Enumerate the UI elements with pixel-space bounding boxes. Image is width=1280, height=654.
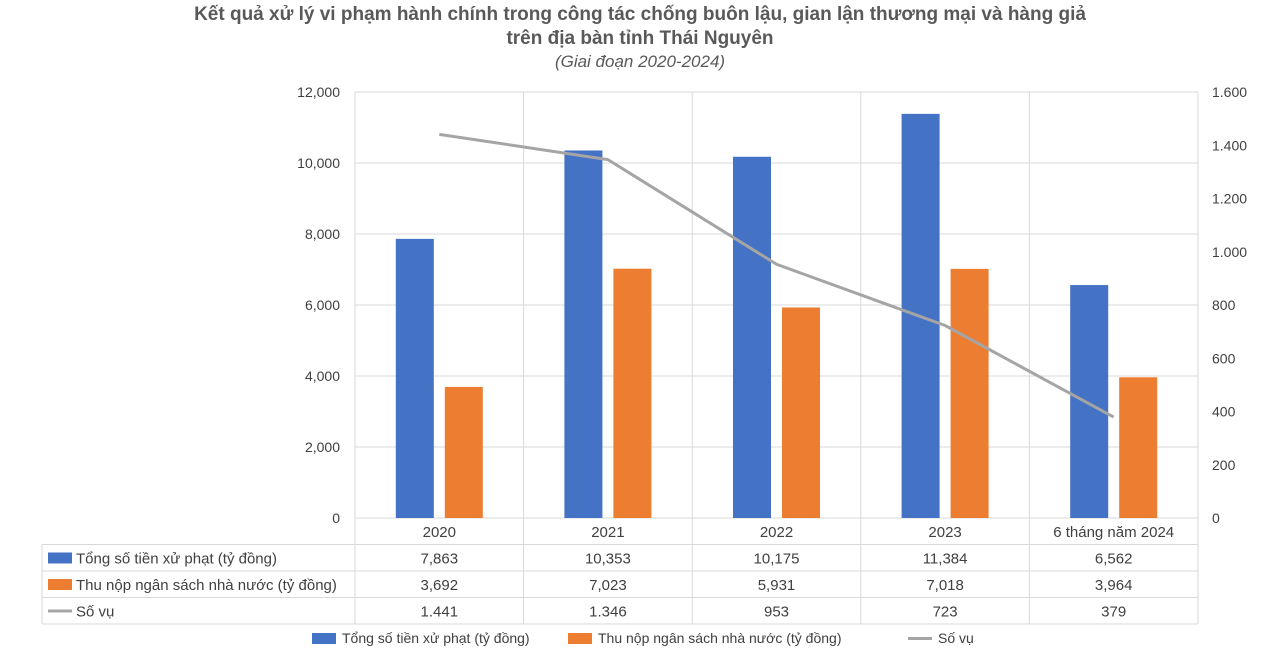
bar bbox=[613, 268, 652, 518]
table-cell-value: 379 bbox=[1101, 604, 1126, 621]
table-cell-value: 6,562 bbox=[1095, 551, 1133, 568]
table-cell-value: 3,692 bbox=[421, 577, 459, 594]
legend-label: Tổng số tiền xử phạt (tỷ đồng) bbox=[342, 630, 530, 646]
table-cell-value: 953 bbox=[764, 604, 789, 621]
y-right-tick-label: 1.000 bbox=[1212, 244, 1247, 260]
table-cell-value: 7,863 bbox=[421, 551, 459, 568]
x-tick-label: 2022 bbox=[760, 524, 793, 541]
bar bbox=[564, 150, 603, 518]
legend-key bbox=[568, 633, 592, 644]
chart-title-line1: Kết quả xử lý vi phạm hành chính trong c… bbox=[194, 4, 1086, 25]
y-right-tick-label: 600 bbox=[1212, 350, 1236, 366]
x-tick-label: 2021 bbox=[591, 524, 624, 541]
y-right-tick-label: 200 bbox=[1212, 457, 1236, 473]
table-cell-value: 7,018 bbox=[926, 577, 964, 594]
table-cell-value: 723 bbox=[933, 604, 958, 621]
y-left-tick-label: 10,000 bbox=[297, 155, 340, 171]
y-right-tick-label: 0 bbox=[1212, 510, 1220, 526]
table-row-label: Tổng số tiền xử phạt (tỷ đồng) bbox=[76, 551, 277, 568]
legend-key bbox=[312, 633, 336, 644]
table-row-label: Thu nộp ngân sách nhà nước (tỷ đồng) bbox=[76, 577, 337, 594]
y-left-tick-label: 6,000 bbox=[305, 297, 340, 313]
chart-title-line2: trên địa bàn tỉnh Thái Nguyên bbox=[506, 28, 774, 49]
table-cell-value: 10,353 bbox=[585, 551, 631, 568]
y-right-tick-label: 1.400 bbox=[1212, 137, 1247, 153]
x-tick-label: 6 tháng năm 2024 bbox=[1053, 524, 1174, 541]
legend-label: Số vụ bbox=[938, 630, 974, 646]
table-row-label: Số vụ bbox=[76, 604, 114, 621]
y-right-tick-label: 1.200 bbox=[1212, 191, 1247, 207]
y-left-tick-label: 12,000 bbox=[297, 84, 340, 100]
table-cell-value: 10,175 bbox=[754, 551, 800, 568]
bar bbox=[395, 238, 434, 518]
table-cell-value: 3,964 bbox=[1095, 577, 1133, 594]
bar bbox=[733, 156, 771, 518]
x-tick-label: 2020 bbox=[423, 524, 456, 541]
table-cell-value: 11,384 bbox=[923, 551, 968, 568]
table-cell-value: 1.441 bbox=[421, 604, 459, 621]
chart-subtitle: (Giai đoạn 2020-2024) bbox=[554, 52, 726, 71]
bar bbox=[444, 386, 483, 518]
table-legend-key bbox=[48, 552, 72, 564]
y-left-tick-label: 4,000 bbox=[305, 368, 340, 384]
x-tick-label: 2023 bbox=[928, 524, 961, 541]
legend-label: Thu nộp ngân sách nhà nước (tỷ đồng) bbox=[598, 630, 841, 646]
bar bbox=[1119, 377, 1158, 518]
line-series bbox=[439, 132, 1115, 419]
y-left-tick-label: 8,000 bbox=[305, 226, 340, 242]
y-right-tick-label: 1.600 bbox=[1212, 84, 1247, 100]
bar bbox=[782, 307, 820, 518]
bar bbox=[1070, 285, 1109, 518]
y-left-tick-label: 2,000 bbox=[305, 439, 340, 455]
y-right-tick-label: 400 bbox=[1212, 404, 1236, 420]
bar bbox=[950, 268, 989, 518]
table-legend-key bbox=[48, 579, 72, 590]
y-right-tick-label: 800 bbox=[1212, 297, 1236, 313]
table-cell-value: 5,931 bbox=[758, 577, 796, 594]
y-left-tick-label: 0 bbox=[332, 510, 340, 526]
table-cell-value: 7,023 bbox=[589, 577, 627, 594]
table-cell-value: 1.346 bbox=[589, 604, 627, 621]
